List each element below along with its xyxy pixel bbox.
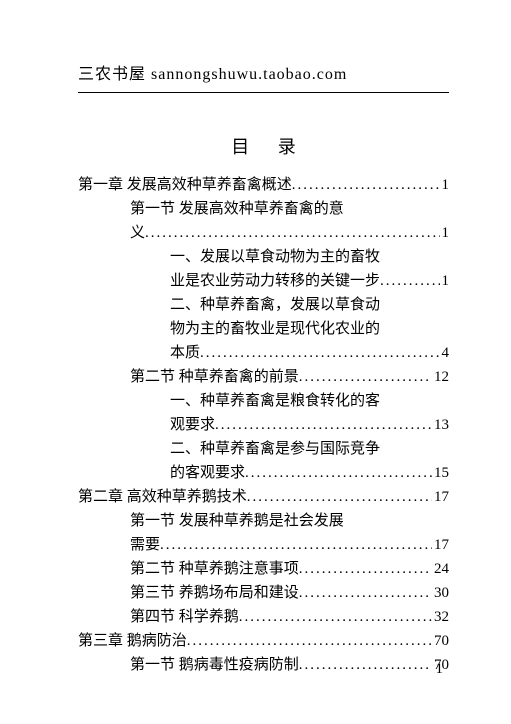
toc-leader-dots bbox=[380, 269, 439, 293]
toc-entry-text: 第二章 高效种草养鹅技术 bbox=[78, 485, 247, 509]
toc-entry-text: 本质 bbox=[170, 341, 200, 365]
toc-leader-dots bbox=[245, 461, 432, 485]
toc-page-number: 12 bbox=[432, 365, 449, 389]
toc-wrap-line: 二、种草养畜禽是参与国际竞争 bbox=[78, 437, 449, 461]
toc-wrap-line: 一、种草养畜禽是粮食转化的客 bbox=[78, 389, 449, 413]
toc-page-number: 15 bbox=[432, 461, 449, 485]
toc-entry: 第二章 高效种草养鹅技术 17 bbox=[78, 485, 449, 509]
toc-leader-dots bbox=[187, 629, 432, 653]
footer-page-number: 1 bbox=[436, 661, 444, 678]
toc-leader-dots bbox=[292, 173, 440, 197]
toc-leader-dots bbox=[299, 365, 432, 389]
toc-entry: 义1 bbox=[78, 221, 449, 245]
toc-wrap-line: 第一节 发展种草养鹅是社会发展 bbox=[78, 509, 449, 533]
toc-entry-text: 第三节 养鹅场布局和建设 bbox=[130, 581, 299, 605]
toc-leader-dots bbox=[299, 581, 432, 605]
toc-page-number: 70 bbox=[432, 629, 449, 653]
toc-page-number: 17 bbox=[432, 533, 449, 557]
toc-leader-dots bbox=[299, 557, 432, 581]
toc-entry-text: 第二节 种草养鹅注意事项 bbox=[130, 557, 299, 581]
page-header: 三农书屋 sannongshuwu.taobao.com bbox=[78, 60, 449, 93]
toc-page-number: 4 bbox=[440, 341, 450, 365]
toc-wrap-line: 物为主的畜牧业是现代化农业的 bbox=[78, 317, 449, 341]
toc-entry: 第一章 发展高效种草养畜禽概述 1 bbox=[78, 173, 449, 197]
toc-entry: 需要 17 bbox=[78, 533, 449, 557]
toc-wrap-line: 第一节 发展高效种草养畜禽的意 bbox=[78, 197, 449, 221]
toc-page-number: 1 bbox=[440, 269, 450, 293]
toc-entry: 第一节 鹅病毒性疫病防制70 bbox=[78, 653, 449, 677]
toc-container: 第一章 发展高效种草养畜禽概述1第一节 发展高效种草养畜禽的意义1一、发展以草食… bbox=[78, 173, 449, 677]
toc-entry: 第三章 鹅病防治 70 bbox=[78, 629, 449, 653]
toc-page-number: 1 bbox=[440, 173, 450, 197]
toc-entry-text: 第一节 鹅病毒性疫病防制 bbox=[130, 653, 299, 677]
toc-entry: 第二节 种草养畜禽的前景 12 bbox=[78, 365, 449, 389]
toc-leader-dots bbox=[239, 605, 432, 629]
toc-page-number: 1 bbox=[440, 221, 450, 245]
toc-leader-dots bbox=[299, 653, 432, 677]
toc-page-number: 13 bbox=[432, 413, 449, 437]
toc-entry: 本质 4 bbox=[78, 341, 449, 365]
toc-leader-dots bbox=[145, 221, 439, 245]
toc-leader-dots bbox=[215, 413, 432, 437]
toc-entry-text: 义 bbox=[130, 221, 145, 245]
toc-leader-dots bbox=[200, 341, 439, 365]
toc-entry-text: 第四节 科学养鹅 bbox=[130, 605, 239, 629]
site-url: sannongshuwu.taobao.com bbox=[151, 66, 347, 83]
toc-wrap-line: 二、种草养畜禽，发展以草食动 bbox=[78, 293, 449, 317]
toc-entry-text: 第一章 发展高效种草养畜禽概述 bbox=[78, 173, 292, 197]
toc-entry-text: 观要求 bbox=[170, 413, 215, 437]
toc-page-number: 30 bbox=[432, 581, 449, 605]
toc-page-number: 24 bbox=[432, 557, 449, 581]
site-name: 三农书屋 bbox=[78, 66, 146, 83]
toc-page-number: 17 bbox=[432, 485, 449, 509]
toc-entry: 第四节 科学养鹅 32 bbox=[78, 605, 449, 629]
toc-page-number: 32 bbox=[432, 605, 449, 629]
toc-entry-text: 第三章 鹅病防治 bbox=[78, 629, 187, 653]
document-page: 三农书屋 sannongshuwu.taobao.com 目 录 第一章 发展高… bbox=[0, 0, 511, 717]
toc-entry: 观要求 13 bbox=[78, 413, 449, 437]
toc-entry-text: 需要 bbox=[130, 533, 160, 557]
toc-entry: 的客观要求 15 bbox=[78, 461, 449, 485]
toc-leader-dots bbox=[247, 485, 432, 509]
toc-entry-text: 的客观要求 bbox=[170, 461, 245, 485]
toc-title: 目 录 bbox=[78, 133, 449, 159]
toc-entry-text: 业是农业劳动力转移的关键一步 bbox=[170, 269, 380, 293]
toc-entry-text: 第二节 种草养畜禽的前景 bbox=[130, 365, 299, 389]
toc-entry: 第二节 种草养鹅注意事项 24 bbox=[78, 557, 449, 581]
toc-entry: 业是农业劳动力转移的关键一步 1 bbox=[78, 269, 449, 293]
toc-wrap-line: 一、发展以草食动物为主的畜牧 bbox=[78, 245, 449, 269]
toc-leader-dots bbox=[160, 533, 432, 557]
toc-entry: 第三节 养鹅场布局和建设 30 bbox=[78, 581, 449, 605]
